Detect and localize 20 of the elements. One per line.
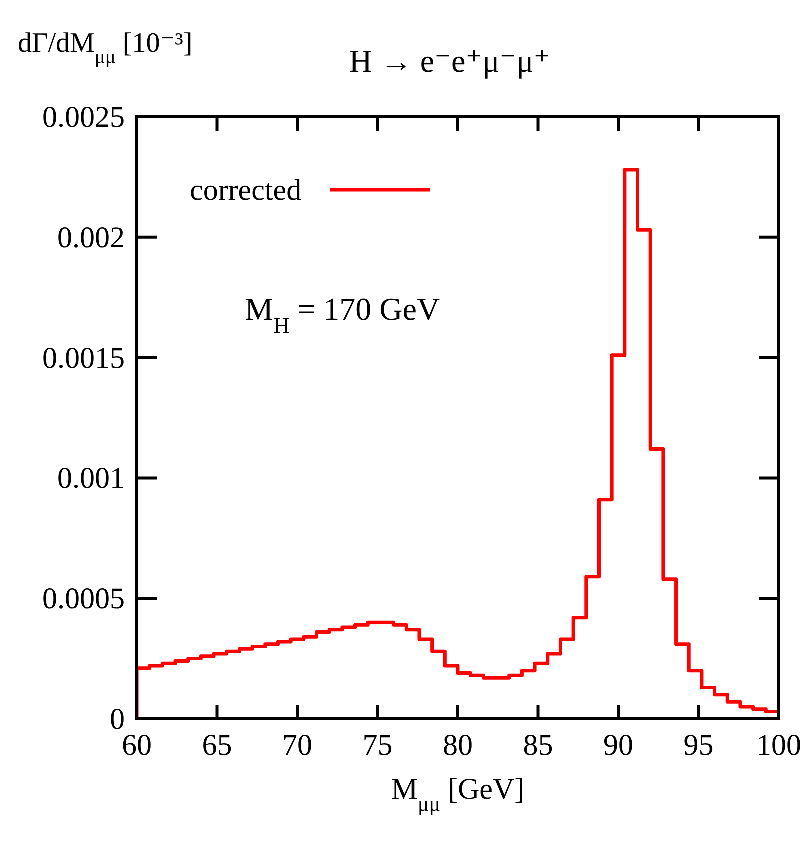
y-tick-label: 0.0025 (42, 101, 125, 134)
y-axis-title: dΓ/dM$_{μμ}$ [10⁻³] (18, 28, 193, 68)
x-tick-label: 70 (282, 729, 312, 762)
x-tick-label: 100 (756, 729, 802, 762)
y-tick-label: 0.001 (58, 462, 125, 496)
x-tick-label: 95 (684, 729, 714, 762)
y-tick-label: 0 (110, 703, 125, 736)
y-tick-label: 0.002 (58, 221, 125, 254)
x-tick-label: 65 (202, 729, 232, 762)
y-tick-label: 0.0015 (42, 342, 125, 375)
legend-label: corrected (190, 174, 302, 207)
x-tick-label: 75 (362, 729, 393, 762)
x-tick-label: 60 (122, 729, 152, 762)
annotation: M$_{H}$ = 170 GeV (245, 291, 440, 338)
x-axis-title: M$_{μμ}$ [GeV] (391, 773, 525, 816)
y-tick-label: 0.0005 (42, 582, 125, 616)
x-tick-label: 90 (604, 729, 634, 762)
chart-title: H → e⁻e⁺μ⁻μ⁺ (349, 43, 551, 79)
x-tick-label: 80 (443, 729, 473, 762)
x-tick-label: 85 (523, 729, 554, 762)
